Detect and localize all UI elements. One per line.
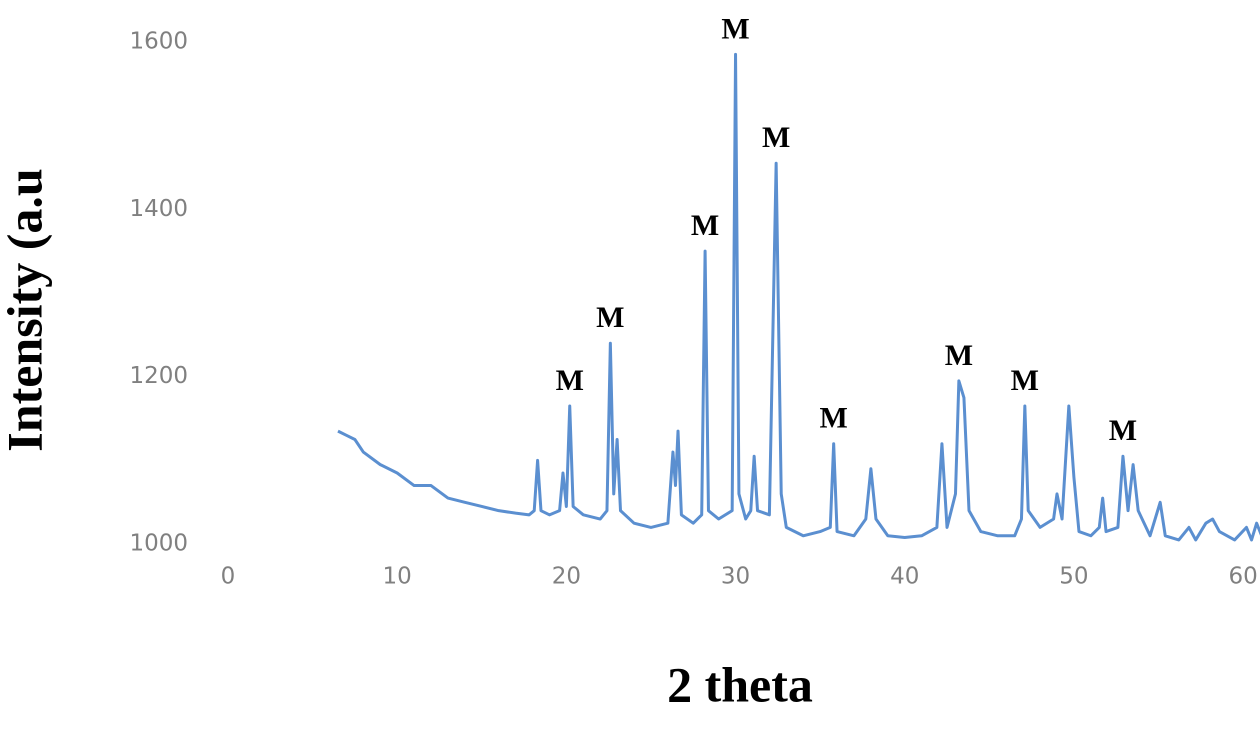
x-tick-label: 30 bbox=[721, 564, 750, 590]
x-tick-label: 40 bbox=[890, 564, 919, 590]
x-tick-label: 20 bbox=[552, 564, 581, 590]
peak-annotation: M bbox=[556, 364, 584, 397]
y-axis-title: Intensity (a.u bbox=[0, 168, 52, 451]
y-tick-label: 1000 bbox=[129, 531, 188, 557]
x-tick-label: 10 bbox=[383, 564, 412, 590]
x-tick-label: 60 bbox=[1228, 564, 1257, 590]
peak-annotation: M bbox=[1109, 414, 1137, 447]
data-line bbox=[337, 52, 1260, 542]
peak-annotation: M bbox=[762, 121, 790, 154]
peak-annotation: M bbox=[691, 209, 719, 242]
x-tick-label: 0 bbox=[221, 564, 236, 590]
peak-annotation: M bbox=[721, 12, 749, 45]
x-tick-label: 50 bbox=[1059, 564, 1088, 590]
y-tick-label: 1200 bbox=[129, 363, 188, 389]
peak-annotation: M bbox=[820, 402, 848, 435]
y-tick-label: 1400 bbox=[129, 196, 188, 222]
peak-annotation: M bbox=[945, 339, 973, 372]
peak-annotation: M bbox=[1011, 364, 1039, 397]
peak-annotation: M bbox=[596, 301, 624, 334]
x-axis-title: 2 theta bbox=[667, 656, 813, 712]
y-tick-label: 1600 bbox=[129, 28, 188, 54]
